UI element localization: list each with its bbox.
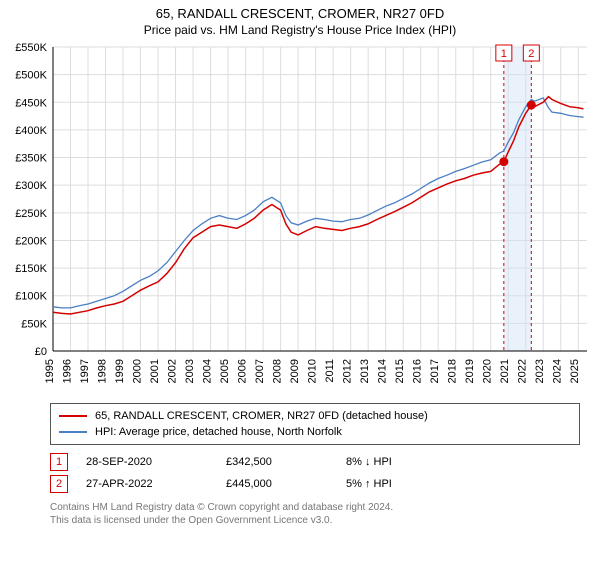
legend-label: HPI: Average price, detached house, Nort… (95, 426, 342, 438)
marker-price: £445,000 (226, 478, 346, 490)
svg-text:2000: 2000 (132, 359, 144, 383)
svg-text:£200K: £200K (15, 235, 47, 247)
svg-text:£450K: £450K (15, 97, 47, 109)
legend-item: 65, RANDALL CRESCENT, CROMER, NR27 0FD (… (59, 408, 571, 424)
svg-text:2004: 2004 (202, 359, 214, 383)
chart-subtitle: Price paid vs. HM Land Registry's House … (0, 23, 600, 37)
legend-swatch (59, 431, 87, 433)
svg-text:2015: 2015 (394, 359, 406, 383)
legend-item: HPI: Average price, detached house, Nort… (59, 424, 571, 440)
svg-text:1999: 1999 (114, 359, 126, 383)
svg-text:2003: 2003 (184, 359, 196, 383)
svg-text:2025: 2025 (569, 359, 581, 383)
svg-text:£400K: £400K (15, 125, 47, 137)
svg-text:2019: 2019 (464, 359, 476, 383)
svg-text:2001: 2001 (149, 359, 161, 383)
marker-delta: 8% ↓ HPI (346, 456, 486, 468)
svg-text:£0: £0 (35, 346, 47, 358)
svg-text:2008: 2008 (272, 359, 284, 383)
svg-text:2011: 2011 (324, 359, 336, 383)
svg-text:2021: 2021 (499, 359, 511, 383)
svg-text:£150K: £150K (15, 263, 47, 275)
marker-date: 27-APR-2022 (86, 478, 226, 490)
marker-date: 28-SEP-2020 (86, 456, 226, 468)
marker-badge: 2 (50, 475, 68, 493)
legend-swatch (59, 415, 87, 417)
marker-delta: 5% ↑ HPI (346, 478, 486, 490)
footer-note: Contains HM Land Registry data © Crown c… (50, 501, 580, 527)
svg-text:£250K: £250K (15, 208, 47, 220)
chart-svg: £0 £50K £100K £150K £200K £250K £300K £350K £400… (5, 41, 595, 401)
svg-text:2010: 2010 (307, 359, 319, 383)
svg-text:2022: 2022 (517, 359, 529, 383)
svg-text:£100K: £100K (15, 291, 47, 303)
svg-text:1997: 1997 (79, 359, 91, 383)
legend: 65, RANDALL CRESCENT, CROMER, NR27 0FD (… (50, 403, 580, 445)
svg-text:£550K: £550K (15, 42, 47, 54)
svg-text:£50K: £50K (21, 318, 47, 330)
marker-price: £342,500 (226, 456, 346, 468)
svg-text:2005: 2005 (219, 359, 231, 383)
marker-row: 2 27-APR-2022£445,0005% ↑ HPI (50, 473, 580, 495)
svg-text:£300K: £300K (15, 180, 47, 192)
svg-text:1995: 1995 (44, 359, 56, 383)
svg-text:2020: 2020 (482, 359, 494, 383)
svg-text:2006: 2006 (237, 359, 249, 383)
svg-text:£500K: £500K (15, 70, 47, 82)
svg-text:2007: 2007 (254, 359, 266, 383)
legend-label: 65, RANDALL CRESCENT, CROMER, NR27 0FD (… (95, 410, 428, 422)
marker-row: 1 28-SEP-2020£342,5008% ↓ HPI (50, 451, 580, 473)
footer-line-1: Contains HM Land Registry data © Crown c… (50, 501, 580, 514)
svg-text:2017: 2017 (429, 359, 441, 383)
svg-text:2023: 2023 (534, 359, 546, 383)
svg-text:2016: 2016 (412, 359, 424, 383)
svg-text:1996: 1996 (62, 359, 74, 383)
footer-line-2: This data is licensed under the Open Gov… (50, 514, 580, 527)
chart-title: 65, RANDALL CRESCENT, CROMER, NR27 0FD (0, 6, 600, 21)
svg-text:2024: 2024 (552, 359, 564, 383)
chart-area: £0 £50K £100K £150K £200K £250K £300K £350K £400… (5, 41, 595, 401)
svg-text:2013: 2013 (359, 359, 371, 383)
marker-table: 1 28-SEP-2020£342,5008% ↓ HPI 2 27-APR-2022… (50, 451, 580, 495)
marker-badge: 1 (50, 453, 68, 471)
svg-text:2002: 2002 (167, 359, 179, 383)
svg-text:2012: 2012 (342, 359, 354, 383)
svg-text:2014: 2014 (377, 359, 389, 383)
svg-text:2009: 2009 (289, 359, 301, 383)
svg-text:1: 1 (501, 48, 507, 60)
svg-text:2: 2 (528, 48, 534, 60)
svg-text:1998: 1998 (97, 359, 109, 383)
svg-text:£350K: £350K (15, 153, 47, 165)
svg-text:2018: 2018 (447, 359, 459, 383)
